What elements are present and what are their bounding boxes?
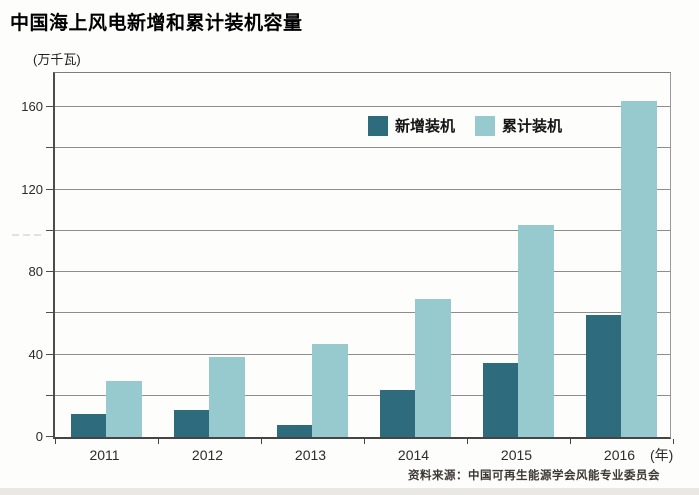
x-label-2011: 2011 [89,447,120,463]
legend-swatch-新增装机 [368,115,388,136]
bar-新增装机-2013 [277,424,312,437]
bar-累计装机-2013 [312,344,348,437]
chart-legend: 新增装机 累计装机 [368,115,562,136]
x-tick-2 [261,439,262,444]
x-label-2015: 2015 [500,447,533,463]
y-axis-unit-label: (万千瓦) [33,52,81,67]
bar-累计装机-2011 [106,381,142,437]
x-label-2016: 2016 [603,447,636,463]
bar-累计装机-2012 [209,356,245,437]
y-tick-100 [46,229,53,231]
legend-swatch-累计装机 [475,115,496,136]
gridline-160 [55,106,670,108]
y-tick-40 [46,353,53,355]
gridline-20 [55,394,670,396]
legend-label: 新增装机 [395,118,456,135]
y-tick-80 [46,271,53,273]
bar-新增装机-2011 [71,414,106,437]
y-tick-140 [46,147,53,149]
x-tick-3 [364,439,365,444]
source-note: 资料来源：中国可再生能源学会风能专业委员会 [408,470,660,482]
y-tick-label-120: 120 [21,181,43,197]
x-label-2012: 2012 [191,447,224,463]
gridline-100 [55,229,670,231]
chart-title: 中国海上风电新增和累计装机容量 [10,13,303,34]
x-tick-4 [467,439,468,444]
legend-item-累计装机: 累计装机 [475,115,562,136]
x-label-2013: 2013 [294,447,327,463]
x-axis-unit-label: (年) [650,447,674,463]
legend-item-新增装机: 新增装机 [368,115,455,136]
bar-累计装机-2015 [518,224,554,437]
y-tick-60 [46,312,53,314]
plot-area: 新增装机 累计装机 0 40 80 120 160 [21,72,674,444]
gridline-40 [55,353,670,355]
y-tick-label-80: 80 [28,264,43,280]
bar-新增装机-2014 [380,389,415,437]
y-tick-160 [46,106,53,108]
scan-artifact-dashes [12,234,41,236]
gridline-120 [55,188,670,190]
x-tick-0 [55,439,56,444]
x-label-2014: 2014 [397,447,430,463]
bar-新增装机-2015 [483,362,518,437]
y-tick-0 [46,436,53,437]
legend-label: 累计装机 [502,118,563,135]
bar-新增装机-2016 [586,315,621,437]
x-tick-6 [673,439,674,444]
x-tick-5 [570,439,571,444]
y-tick-120 [46,188,53,190]
y-tick-label-160: 160 [21,99,43,115]
bar-累计装机-2014 [415,298,451,437]
gridline-60 [55,312,670,314]
gridline-140 [55,147,670,149]
bar-新增装机-2012 [174,410,209,437]
page-bottom-strip [0,488,699,495]
bar-累计装机-2016 [621,100,657,437]
y-tick-20 [46,394,53,396]
y-tick-label-40: 40 [28,346,43,362]
x-tick-1 [158,439,159,444]
y-tick-label-0: 0 [35,429,43,444]
gridline-80 [55,271,670,273]
